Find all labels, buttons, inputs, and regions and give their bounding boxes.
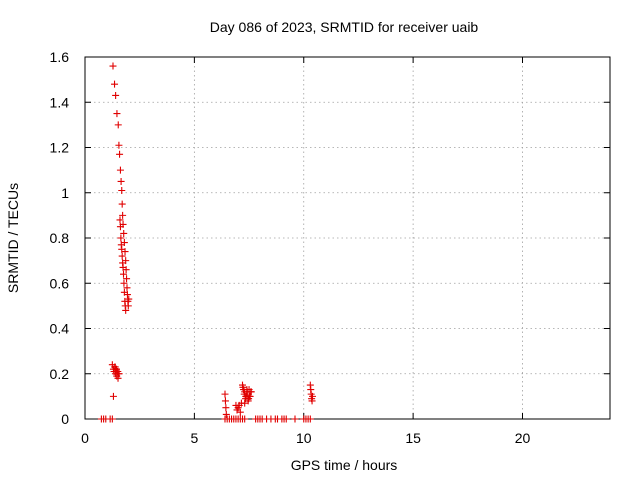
data-point bbox=[291, 415, 299, 423]
x-tick-label: 5 bbox=[190, 430, 198, 446]
data-point bbox=[243, 388, 251, 396]
data-point bbox=[120, 288, 128, 296]
y-tick-label: 0.8 bbox=[50, 230, 70, 246]
y-tick-label: 1.4 bbox=[50, 94, 70, 110]
data-point bbox=[113, 110, 121, 118]
data-point bbox=[239, 383, 247, 391]
data-point bbox=[123, 275, 131, 283]
data-point bbox=[221, 390, 229, 398]
data-point bbox=[120, 270, 127, 278]
data-point bbox=[109, 392, 117, 400]
y-tick-label: 1.6 bbox=[50, 49, 70, 65]
data-point bbox=[306, 415, 314, 423]
data-point bbox=[118, 245, 126, 253]
data-point bbox=[116, 216, 124, 224]
x-tick-label: 20 bbox=[515, 430, 531, 446]
data-points bbox=[97, 62, 316, 423]
data-point bbox=[222, 404, 230, 412]
data-point bbox=[119, 211, 127, 219]
data-point bbox=[118, 186, 126, 194]
data-point bbox=[122, 306, 130, 314]
data-point bbox=[118, 200, 126, 208]
y-tick-label: 0.4 bbox=[50, 321, 70, 337]
data-point bbox=[236, 408, 244, 416]
data-point bbox=[222, 410, 230, 418]
chart-title: Day 086 of 2023, SRMTID for receiver uai… bbox=[210, 19, 479, 35]
y-axis-label: SRMTID / TECUs bbox=[5, 183, 21, 293]
data-point bbox=[309, 392, 316, 400]
y-tick-label: 0 bbox=[61, 411, 69, 427]
data-point bbox=[120, 229, 128, 237]
x-tick-label: 15 bbox=[405, 430, 421, 446]
data-point bbox=[115, 141, 123, 149]
data-point bbox=[117, 177, 125, 185]
data-point bbox=[282, 415, 290, 423]
y-tick-label: 0.2 bbox=[50, 366, 70, 382]
y-tick-label: 1.2 bbox=[50, 140, 70, 156]
data-point bbox=[125, 295, 133, 303]
data-point bbox=[120, 279, 128, 287]
data-point bbox=[112, 91, 120, 99]
axis-ticks: 0 5 10 15 20 0 0.2 0.4 0.6 0.8 1 1.2 1.4 1.6 bbox=[50, 49, 610, 446]
data-point bbox=[241, 415, 249, 423]
data-point bbox=[111, 80, 119, 88]
x-tick-label: 0 bbox=[81, 430, 89, 446]
data-point bbox=[118, 252, 126, 260]
data-point bbox=[221, 397, 229, 405]
data-point bbox=[123, 284, 131, 292]
data-point bbox=[117, 234, 125, 242]
data-point bbox=[119, 263, 127, 271]
data-point bbox=[116, 223, 124, 231]
data-point bbox=[108, 415, 116, 423]
data-point bbox=[245, 395, 253, 403]
grid bbox=[85, 57, 610, 419]
x-axis-label: GPS time / hours bbox=[291, 457, 398, 473]
data-point bbox=[114, 121, 122, 129]
data-point bbox=[116, 150, 124, 158]
data-point bbox=[241, 399, 249, 407]
y-tick-label: 1 bbox=[61, 185, 69, 201]
y-tick-label: 0.6 bbox=[50, 275, 70, 291]
data-point bbox=[114, 374, 122, 382]
x-tick-label: 10 bbox=[296, 430, 312, 446]
data-point bbox=[115, 370, 123, 378]
data-point bbox=[109, 62, 117, 70]
data-point bbox=[116, 166, 124, 174]
